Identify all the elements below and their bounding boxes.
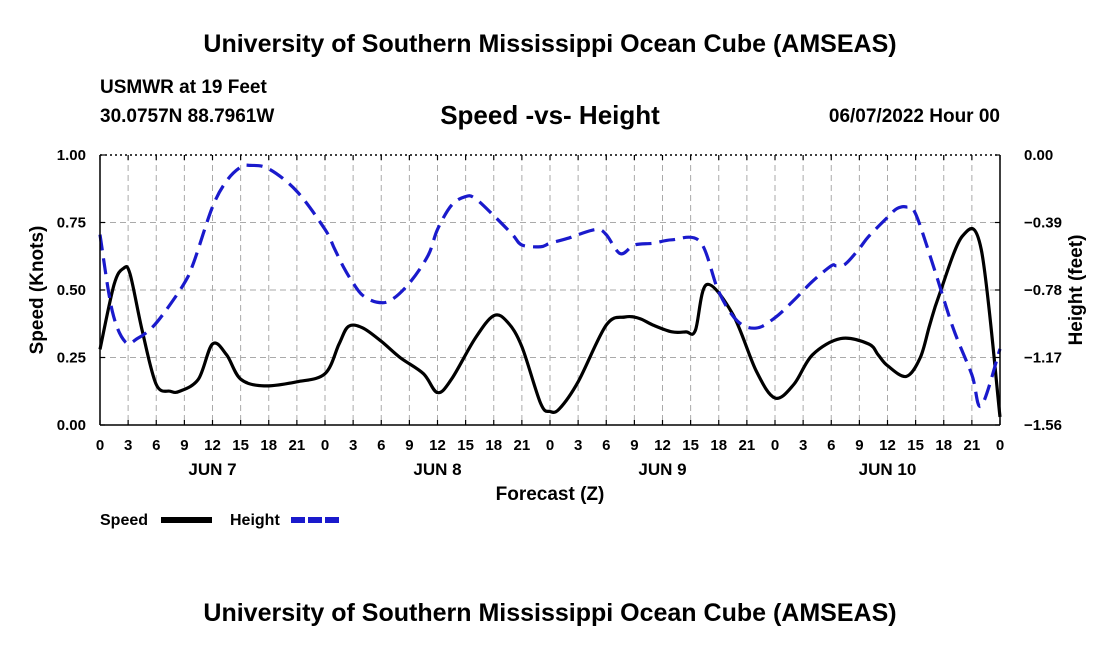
day-label: JUN 10	[859, 460, 917, 479]
x-tick-label: 9	[630, 437, 638, 454]
legend: Speed Height	[100, 512, 342, 529]
footer-title: University of Southern Mississippi Ocean…	[203, 599, 897, 627]
x-tick-label: 21	[739, 437, 756, 454]
station-label: USMWR at 19 Feet	[100, 77, 267, 98]
x-tick-label: 15	[682, 437, 699, 454]
y-tick-label: 0.25	[57, 350, 86, 367]
y2-tick-label: −1.17	[1024, 350, 1062, 367]
legend-label-height: Height	[230, 512, 280, 529]
x-tick-label: 18	[485, 437, 502, 454]
x-tick-label: 12	[204, 437, 221, 454]
x-tick-label: 18	[935, 437, 952, 454]
x-tick-label: 0	[546, 437, 554, 454]
y2-tick-label: −1.56	[1024, 417, 1062, 434]
x-tick-label: 0	[96, 437, 104, 454]
y-tick-label: 0.75	[57, 215, 86, 232]
axis-labels: 0 3 6 9 12 15 18 21 0 3 6 9 12 15 18 21 0 3 6 9 12 15 18 21 0 3 6 9…	[27, 147, 1087, 505]
x-tick-label: 0	[321, 437, 329, 454]
y2-tick-label: −0.78	[1024, 282, 1062, 299]
x-tick-label: 12	[429, 437, 446, 454]
x-tick-label: 3	[349, 437, 357, 454]
y2-axis-title: Height (feet)	[1066, 235, 1087, 346]
x-tick-label: 6	[152, 437, 160, 454]
x-tick-label: 6	[377, 437, 385, 454]
x-tick-label: 18	[260, 437, 277, 454]
x-tick-label: 9	[180, 437, 188, 454]
y-tick-label: 0.00	[57, 417, 86, 434]
speed-series-line	[98, 226, 1002, 418]
x-tick-label: 18	[710, 437, 727, 454]
y-tick-label: 1.00	[57, 147, 86, 164]
x-tick-label: 15	[457, 437, 474, 454]
x-tick-label: 0	[771, 437, 779, 454]
chart-series	[98, 163, 1002, 418]
x-tick-label: 9	[855, 437, 863, 454]
height-series-line	[98, 163, 1002, 408]
axis-ticks	[99, 154, 1001, 426]
y-tick-label: 0.50	[57, 282, 86, 299]
day-label: JUN 9	[638, 460, 686, 479]
x-tick-label: 12	[654, 437, 671, 454]
chart-subtitle: Speed -vs- Height	[440, 100, 660, 130]
station-coordinates: 30.0757N 88.7961W	[100, 106, 275, 127]
x-tick-label: 21	[289, 437, 306, 454]
x-tick-label: 21	[514, 437, 531, 454]
page-title: University of Southern Mississippi Ocean…	[203, 30, 897, 58]
legend-label-speed: Speed	[100, 512, 148, 529]
day-label: JUN 7	[188, 460, 236, 479]
x-tick-label: 3	[574, 437, 582, 454]
x-axis-title: Forecast (Z)	[496, 484, 605, 505]
forecast-datetime: 06/07/2022 Hour 00	[828, 106, 1000, 127]
x-tick-label: 6	[602, 437, 610, 454]
x-tick-label: 15	[232, 437, 249, 454]
x-tick-label: 0	[996, 437, 1004, 454]
x-tick-label: 12	[879, 437, 896, 454]
x-tick-label: 3	[124, 437, 132, 454]
x-tick-label: 6	[827, 437, 835, 454]
y2-tick-label: −0.39	[1024, 215, 1062, 232]
x-tick-label: 9	[405, 437, 413, 454]
y2-tick-label: 0.00	[1024, 147, 1053, 164]
x-tick-label: 21	[964, 437, 981, 454]
x-tick-label: 3	[799, 437, 807, 454]
x-tick-label: 15	[907, 437, 924, 454]
y-axis-title: Speed (Knots)	[27, 226, 48, 355]
day-label: JUN 8	[413, 460, 461, 479]
grid-lines	[100, 155, 1000, 425]
